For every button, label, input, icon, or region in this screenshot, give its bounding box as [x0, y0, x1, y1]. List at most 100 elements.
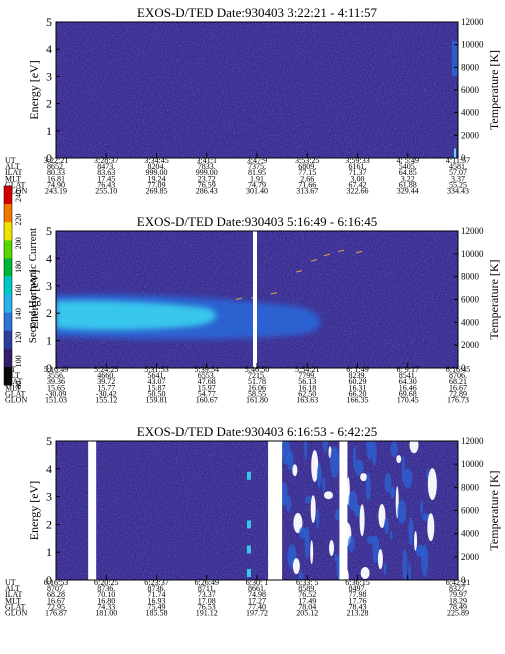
y-right-tick-label: 10000 — [461, 40, 484, 50]
table-cell: 286.43 — [196, 187, 218, 196]
patch-32 — [407, 562, 411, 580]
table-cell: 213.28 — [347, 609, 369, 618]
table-cell: 6:36:15 — [345, 578, 369, 587]
cyan-blip-2 — [246, 569, 251, 578]
table-cell: 57.07 — [449, 168, 467, 177]
y-tick-label: 2 — [46, 306, 52, 320]
y-tick-label: 3 — [46, 490, 52, 504]
table-cell: 4660. — [97, 371, 115, 380]
table-cell: 243.19 — [45, 187, 67, 196]
row-label: GLAT — [5, 180, 26, 189]
y-right-axis-label: Temperature [K] — [487, 50, 501, 130]
y-right-tick-label: 8000 — [461, 272, 480, 282]
table-cell: 185.58 — [146, 609, 168, 618]
table-cell: 8736. — [97, 584, 115, 593]
patch-56 — [389, 531, 393, 540]
y-right-tick-label: 6000 — [461, 506, 480, 516]
colorbar-segment — [4, 294, 12, 314]
colorbar-tick-label: 220 — [14, 214, 23, 226]
table-cell: 76.59 — [198, 180, 216, 189]
table-cell: 6553. — [198, 371, 216, 380]
y-right-tick-label: 2000 — [461, 130, 480, 140]
patch-60 — [310, 540, 314, 565]
patch-59 — [403, 468, 413, 489]
y-tick-label: 0 — [46, 573, 52, 587]
row-label: GLAT — [5, 389, 26, 398]
patch-54 — [427, 513, 435, 542]
patch-37 — [384, 517, 390, 534]
patch-15 — [360, 567, 370, 580]
colorbar-segment — [4, 240, 12, 259]
colorbar-segment — [4, 312, 12, 332]
cyan-blip-1 — [246, 545, 251, 554]
row-label: ALT — [5, 371, 20, 380]
y-axis-left: 0 1 2 3 4 5 Energy [eV] — [27, 434, 60, 587]
table-cell: 67.42 — [349, 180, 367, 189]
table-cell: 6:42:21 — [446, 578, 470, 587]
row-label: GLON — [5, 609, 27, 618]
patch-55 — [330, 445, 340, 478]
y-right-tick-label: 8000 — [461, 62, 480, 72]
table-cell: 170.45 — [397, 396, 419, 405]
table-cell: 64.30 — [399, 377, 417, 386]
table-cell: 4: 5:49 — [397, 156, 419, 165]
plot-area — [56, 441, 458, 580]
table-cell: 50.50 — [148, 389, 166, 398]
table-cell: 19.24 — [148, 174, 166, 183]
table-cell: 8204. — [148, 162, 166, 171]
patch-26 — [372, 535, 380, 564]
table-cell: 5:54:21 — [295, 365, 319, 374]
table-cell: 60.29 — [349, 377, 367, 386]
cyan-blip-0 — [246, 520, 251, 529]
y-right-tick-label: 4000 — [461, 529, 480, 539]
colorbar-tick-label: 140 — [14, 308, 23, 320]
table-cell: 76.43 — [97, 180, 115, 189]
patch-65 — [286, 495, 292, 512]
table-cell: 72.89 — [449, 389, 467, 398]
table-cell: 17.45 — [97, 174, 115, 183]
table-cell: 8497. — [349, 584, 367, 593]
patch-31 — [348, 490, 358, 511]
band-core — [56, 300, 217, 331]
y-right-tick-label: 0 — [461, 153, 466, 163]
table-cell: 16.80 — [97, 596, 115, 605]
patch-13 — [402, 548, 408, 580]
table-cell: 61.88 — [399, 180, 417, 189]
table-cell: 5:16:49 — [44, 365, 68, 374]
table-cell: 71.37 — [349, 168, 367, 177]
patch-62 — [421, 544, 429, 577]
table-cell: 8711. — [198, 584, 216, 593]
table-cell: 2.66 — [300, 174, 314, 183]
table-cell: 71.74 — [148, 590, 166, 599]
patch-61 — [365, 472, 371, 501]
table-cell: 73.37 — [198, 590, 216, 599]
patch-14 — [305, 495, 313, 504]
table-cell: 76.52 — [298, 590, 316, 599]
table-cell: 1.91 — [250, 174, 264, 183]
table-cell: 16.67 — [47, 596, 65, 605]
table-cell: 47.68 — [198, 377, 216, 386]
table-cell: 3:41:1 — [197, 156, 217, 165]
y-right-tick-label: 0 — [461, 363, 466, 373]
row-label: MLT — [5, 383, 21, 392]
y-axis-label: Energy [eV] — [27, 481, 41, 540]
patch-50 — [354, 504, 361, 517]
patch-29 — [390, 486, 396, 499]
patch-24 — [414, 531, 418, 552]
patch-53 — [371, 441, 377, 466]
patch-3 — [293, 513, 303, 534]
ephemeris-table: UTALTILATMLTGLATGLON6:16:538707.68.2816.… — [5, 578, 470, 618]
y-axis-left: 0 1 2 3 4 5 Energy [eV] — [27, 15, 60, 165]
table-cell: 999.00 — [196, 168, 218, 177]
colorbar-label: Second Harmonic Current — [27, 228, 39, 343]
streak-6 — [337, 249, 345, 253]
table-cell: 18.29 — [449, 596, 467, 605]
colorbar-tick-label: 160 — [14, 285, 23, 297]
table-cell: 79.97 — [449, 590, 467, 599]
patch-9 — [329, 540, 335, 557]
table-cell: 77.40 — [248, 602, 266, 611]
colorbar: 240 220 200 180 160 140 120 100 80 Second Harmoni… — [3, 185, 39, 389]
colorbar-segment — [4, 348, 12, 368]
table-cell: 205.12 — [296, 609, 318, 618]
